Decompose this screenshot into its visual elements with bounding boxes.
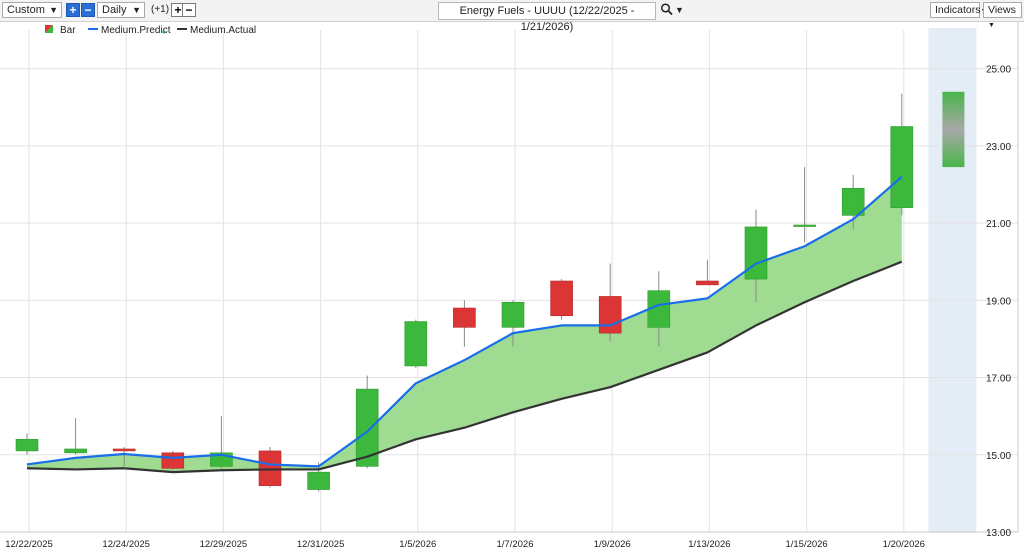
candle[interactable] bbox=[15, 439, 39, 452]
interval-value: Daily bbox=[102, 4, 127, 16]
x-tick-label: 12/22/2025 bbox=[5, 539, 53, 550]
legend-item-predict: Medium.Predict bbox=[88, 25, 171, 36]
legend-label-bar: Bar bbox=[60, 25, 76, 36]
legend-label-predict: Medium.Predict bbox=[101, 25, 171, 36]
y-tick-label: 15.00 bbox=[986, 451, 1011, 462]
y-tick-label: 19.00 bbox=[986, 296, 1011, 307]
candle[interactable] bbox=[258, 450, 282, 486]
views-label: Views bbox=[988, 4, 1016, 16]
candle[interactable] bbox=[112, 448, 136, 452]
predict-actual-fill bbox=[27, 176, 902, 473]
search-icon[interactable] bbox=[660, 1, 674, 17]
zoom-out-button[interactable]: − bbox=[81, 3, 95, 17]
x-tick-label: 1/5/2026 bbox=[399, 539, 436, 550]
candle[interactable] bbox=[890, 126, 914, 208]
medium-actual-line bbox=[26, 260, 903, 474]
candle[interactable] bbox=[161, 452, 185, 469]
offset-decrease-button[interactable]: − bbox=[182, 3, 196, 17]
y-tick-label: 17.00 bbox=[986, 374, 1011, 385]
candle[interactable] bbox=[841, 188, 865, 216]
x-tick-label: 12/31/2025 bbox=[297, 539, 345, 550]
y-tick-label: 23.00 bbox=[986, 142, 1011, 153]
dropdown-icon: ▼ bbox=[988, 22, 995, 29]
x-tick-label: 1/15/2026 bbox=[785, 539, 827, 550]
price-chart[interactable]: 13.00 15.00 17.00 19.00 21.00 23.00 25.00 12/22… bbox=[0, 22, 1024, 554]
legend-item-actual: Medium.Actual bbox=[177, 25, 256, 36]
predict-legend-dot bbox=[162, 30, 166, 34]
period-preset-select[interactable]: Custom ▼ bbox=[2, 2, 62, 18]
period-preset-value: Custom bbox=[7, 4, 45, 16]
x-tick-label: 1/7/2026 bbox=[497, 539, 534, 550]
chevron-down-icon: ▼ bbox=[132, 5, 141, 15]
x-tick-label: 12/24/2025 bbox=[102, 539, 150, 550]
x-tick-label: 1/13/2026 bbox=[688, 539, 730, 550]
offset-label: (+1) bbox=[151, 4, 170, 15]
candle[interactable] bbox=[696, 280, 719, 286]
y-tick-label: 13.00 bbox=[986, 528, 1011, 539]
chart-title[interactable]: Energy Fuels - UUUU (12/22/2025 - 1/21/2… bbox=[438, 2, 656, 33]
x-tick-label: 1/20/2026 bbox=[883, 539, 925, 550]
candle[interactable] bbox=[355, 388, 379, 467]
candle[interactable] bbox=[793, 224, 816, 227]
toolbar: Custom ▼ + − Daily ▼ (+1) + − Energy Fue… bbox=[0, 0, 1024, 33]
y-tick-label: 25.00 bbox=[986, 65, 1011, 76]
x-tick-label: 12/29/2025 bbox=[200, 539, 248, 550]
candle[interactable] bbox=[307, 471, 330, 490]
interval-select[interactable]: Daily ▼ bbox=[97, 2, 145, 18]
candle[interactable] bbox=[598, 296, 622, 334]
views-button[interactable]: Views ▼ bbox=[983, 2, 1022, 29]
y-tick-label: 21.00 bbox=[986, 219, 1011, 230]
legend-label-actual: Medium.Actual bbox=[190, 25, 256, 36]
search-dropdown-icon[interactable]: ▼ bbox=[675, 5, 684, 15]
candle[interactable] bbox=[501, 301, 525, 328]
legend-item-bar: Bar bbox=[45, 25, 76, 36]
bar-legend-icon-up bbox=[45, 25, 53, 33]
candle[interactable] bbox=[404, 321, 428, 367]
candle[interactable] bbox=[550, 280, 573, 317]
candle[interactable] bbox=[744, 226, 768, 280]
zoom-in-button[interactable]: + bbox=[66, 3, 80, 17]
indicators-label: Indicators bbox=[935, 4, 981, 16]
chevron-down-icon: ▼ bbox=[49, 5, 58, 15]
forecast-candle[interactable] bbox=[942, 91, 965, 168]
indicators-button[interactable]: Indicators▼ bbox=[930, 2, 987, 18]
candle[interactable] bbox=[64, 448, 87, 454]
medium-predict-line bbox=[26, 175, 903, 468]
candle[interactable] bbox=[453, 307, 476, 328]
x-tick-label: 1/9/2026 bbox=[594, 539, 631, 550]
